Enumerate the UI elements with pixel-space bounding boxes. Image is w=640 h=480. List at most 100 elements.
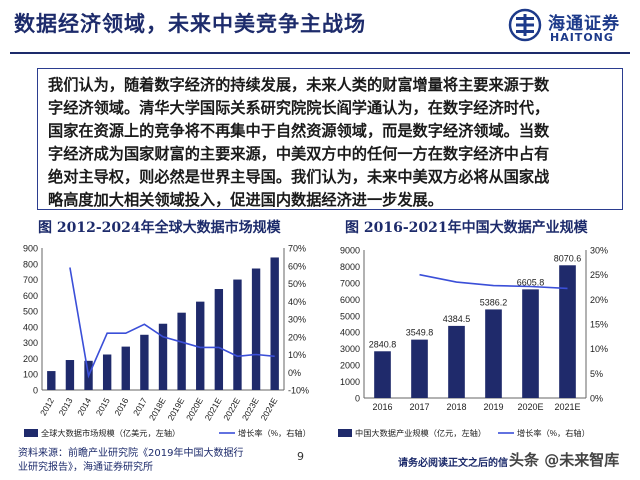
- y-right-tick-label: 0%: [288, 368, 301, 378]
- bar: [158, 323, 168, 390]
- legend-line-label: 增长率（%，右轴）: [238, 428, 311, 438]
- x-tick-label: 2024E: [258, 396, 279, 423]
- page-title: 数据经济领域，未来中美竞争主战场: [14, 11, 366, 36]
- y-right-tick-label: 30%: [288, 315, 306, 325]
- bar-value-label: 6605.8: [517, 277, 545, 287]
- paragraph-line: 略高度加大相关领域投入，促进国内数据经济进一步发展。: [48, 191, 443, 209]
- y-right-tick-label: 10%: [288, 350, 306, 360]
- legend-bar-swatch: [24, 429, 38, 437]
- y-right-tick-label: 20%: [288, 332, 306, 342]
- y-left-tick-label: 9000: [340, 246, 360, 256]
- haitong-logo: 海通证券 HAITONG: [508, 6, 630, 46]
- bar-value-label: 8070.6: [554, 253, 582, 263]
- bar: [485, 309, 502, 398]
- y-right-tick-label: 30%: [590, 246, 608, 256]
- x-tick-label: 2015: [94, 396, 112, 418]
- y-right-tick-label: 15%: [590, 320, 608, 330]
- bar: [270, 257, 279, 390]
- y-left-tick-label: 3000: [340, 344, 360, 354]
- summary-paragraph: 我们认为，随着数字经济的持续发展，未来人类的财富增量将主要来源于数 字经济领域。…: [37, 68, 623, 210]
- legend-bar-label: 中国大数据产业规模（亿元，左轴）: [355, 428, 486, 438]
- bar-value-label: 4384.5: [443, 314, 471, 324]
- bar: [177, 312, 186, 390]
- x-tick-label: 2016: [372, 402, 392, 412]
- chart-title-china: 图 2016-2021年中国大数据产业规模: [345, 220, 588, 236]
- y-right-tick-label: 50%: [288, 279, 306, 289]
- haitong-emblem-icon: [508, 8, 542, 42]
- y-left-tick-label: 1000: [340, 377, 360, 387]
- bar: [522, 289, 539, 398]
- y-left-tick-label: 2000: [340, 361, 360, 371]
- x-tick-label: 2018: [446, 402, 466, 412]
- y-left-tick-label: 700: [23, 275, 38, 285]
- bar: [65, 360, 75, 390]
- y-left-tick-label: 6000: [340, 295, 360, 305]
- x-tick-label: 2018E: [147, 396, 168, 423]
- x-tick-label: 2019E: [165, 396, 186, 423]
- y-right-tick-label: 20%: [590, 295, 608, 305]
- bar-value-label: 5386.2: [480, 297, 508, 307]
- bar: [411, 339, 428, 398]
- y-left-tick-label: 0: [33, 386, 38, 396]
- bar: [47, 371, 56, 390]
- legend-bar-label: 全球大数据市场规模（亿美元，左轴）: [41, 428, 180, 438]
- y-right-tick-label: 25%: [590, 270, 608, 280]
- logo-cn-text: 海通证券: [548, 14, 620, 34]
- paragraph-line: 字经济领域。清华大学国际关系研究院院长阎学通认为，在数字经济时代，: [48, 99, 550, 117]
- paragraph-line: 我们认为，随着数字经济的持续发展，未来人类的财富增量将主要来源于数: [48, 76, 550, 94]
- x-tick-label: 2019: [483, 402, 503, 412]
- y-left-tick-label: 400: [23, 322, 38, 332]
- legend-line-label: 增长率（%，右轴）: [517, 428, 590, 438]
- y-right-tick-label: 5%: [590, 369, 603, 379]
- y-left-tick-label: 5000: [340, 311, 360, 321]
- bar-value-label: 3549.8: [406, 328, 434, 338]
- x-tick-label: 2012: [38, 396, 56, 418]
- growth-rate-line: [69, 267, 275, 379]
- x-tick-label: 2020E: [517, 402, 543, 412]
- y-right-tick-label: 0%: [590, 394, 603, 404]
- x-tick-label: 2023E: [240, 396, 261, 423]
- paragraph-line: 字经济成为国家财富的主要来源，中美双方中的任何一方在数字经济中占有: [48, 145, 550, 163]
- logo-en-text: HAITONG: [550, 31, 614, 44]
- x-tick-label: 2017: [131, 396, 149, 418]
- bar: [140, 334, 149, 390]
- x-tick-label: 2013: [57, 396, 75, 418]
- bar: [559, 265, 576, 398]
- legend-bar-swatch: [338, 429, 352, 437]
- y-left-tick-label: 500: [23, 307, 38, 317]
- x-tick-label: 2016: [112, 396, 130, 418]
- y-right-tick-label: 40%: [288, 297, 306, 307]
- global-bigdata-chart: 0 100 200 300 400 500 600 700 800 900 -10% 0% 10% 20%…: [23, 244, 311, 439]
- paragraph-line: 国家在资源上的竞争将不再集中于自然资源领域，而是数字经济领域。当数: [48, 122, 550, 140]
- y-left-tick-label: 0: [355, 394, 360, 404]
- y-right-tick-label: 10%: [590, 344, 608, 354]
- y-left-tick-label: 4000: [340, 328, 360, 338]
- bar: [196, 301, 205, 390]
- y-left-tick-label: 200: [23, 354, 38, 364]
- page-number: 9: [297, 450, 304, 463]
- paragraph-line: 绝对主导权，则必然是世界主导国。我们认为，未来中美双方必将从国家战: [48, 168, 550, 186]
- y-right-tick-label: -10%: [288, 386, 309, 396]
- title-divider: [10, 52, 630, 54]
- x-tick-label: 2017: [409, 402, 429, 412]
- bar: [374, 351, 391, 398]
- bar: [121, 346, 130, 390]
- y-left-tick-label: 300: [23, 338, 38, 348]
- y-left-tick-label: 8000: [340, 262, 360, 272]
- x-tick-label: 2020E: [184, 396, 205, 423]
- china-bigdata-chart: 0 1000 2000 3000 4000 5000 6000 7000 8000 9000 0% 5…: [338, 246, 608, 438]
- watermark-text: 头条 @未来智库: [509, 451, 620, 469]
- bar: [448, 325, 465, 398]
- growth-rate-line: [419, 273, 568, 290]
- y-right-tick-label: 60%: [288, 261, 306, 271]
- chart-title-global: 图 2012-2024年全球大数据市场规模: [38, 220, 281, 236]
- bar: [251, 268, 261, 390]
- source-line: 业研究报告》，海通证券研究所: [18, 462, 153, 473]
- bar: [214, 289, 224, 390]
- y-left-tick-label: 7000: [340, 278, 360, 288]
- bar: [102, 354, 112, 390]
- bar: [233, 279, 242, 390]
- bar-value-label: 2840.8: [369, 339, 397, 349]
- x-tick-label: 2014: [75, 396, 93, 418]
- disclaimer-text: 请务必阅读正文之后的信: [398, 458, 508, 469]
